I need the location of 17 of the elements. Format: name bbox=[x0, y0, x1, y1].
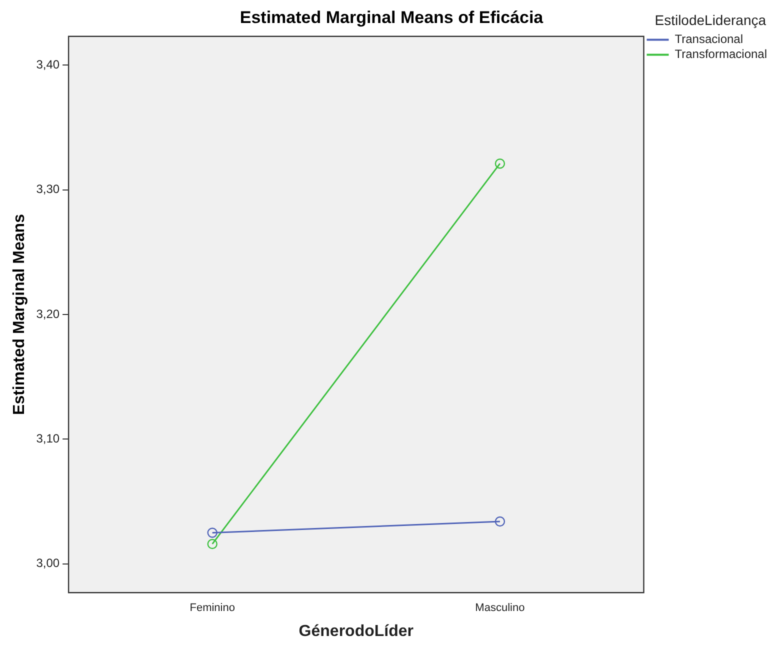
y-tick-label: 3,10 bbox=[36, 432, 60, 446]
y-tick-label: 3,00 bbox=[36, 556, 60, 570]
point bbox=[207, 528, 218, 538]
legend-label: Transformacional bbox=[674, 47, 768, 62]
y-tick-label: 3,20 bbox=[36, 306, 60, 321]
chart-title: Estimated Marginal Means of Eficácia bbox=[240, 8, 544, 27]
x-tick-label: Masculino bbox=[475, 602, 525, 614]
x-tick-label: Feminino bbox=[190, 602, 235, 614]
x-axis-title: GénerodoLíder bbox=[298, 622, 414, 640]
point bbox=[207, 538, 218, 550]
legend-label: Transacional bbox=[674, 32, 744, 46]
point bbox=[494, 516, 506, 527]
y-tick-label: 3,30 bbox=[36, 182, 60, 196]
y-tick-label: 3,40 bbox=[36, 57, 60, 72]
legend-title: EstilodeLiderança bbox=[654, 12, 766, 28]
y-axis-title: Estimated Marginal Means bbox=[11, 214, 28, 415]
point bbox=[494, 158, 506, 169]
